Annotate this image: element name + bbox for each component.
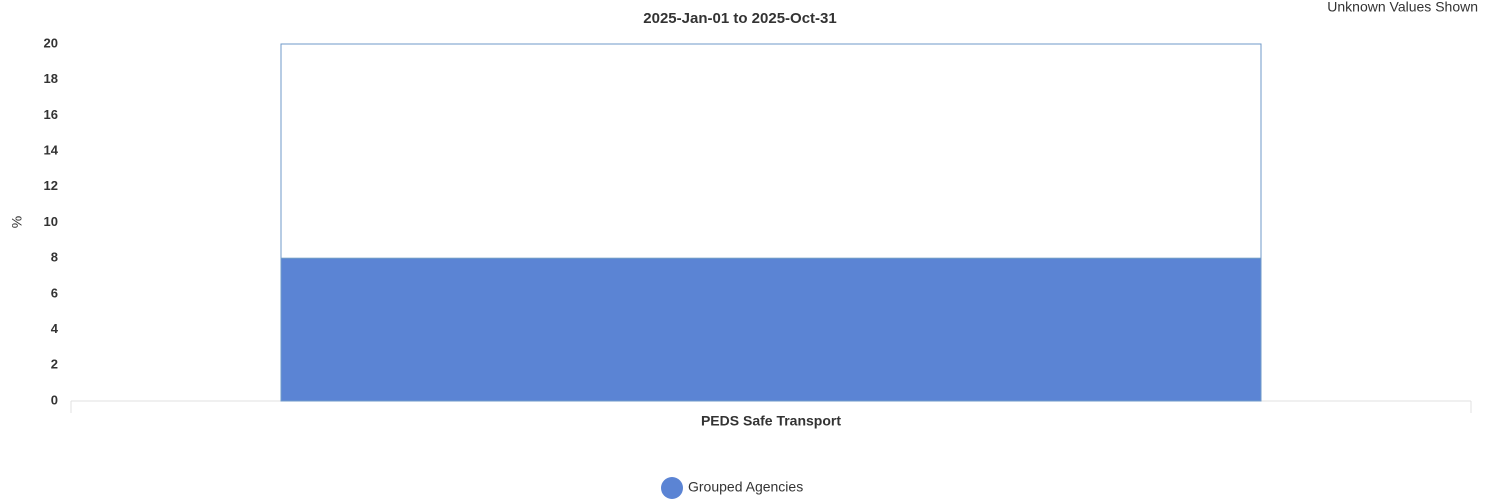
- y-tick-label: 12: [44, 178, 58, 193]
- bar-segment: [280, 43, 1262, 259]
- legend-label: Grouped Agencies: [688, 479, 803, 495]
- y-tick-label: 18: [44, 71, 58, 86]
- y-tick-label: 14: [44, 143, 59, 158]
- y-tick-label: 8: [51, 250, 58, 265]
- y-axis-label: %: [9, 216, 25, 228]
- y-tick-label: 20: [44, 35, 58, 50]
- y-tick-label: 2: [51, 357, 58, 372]
- chart-title: 2025-Jan-01 to 2025-Oct-31: [643, 10, 836, 27]
- annotation: Unknown Values Shown: [1327, 0, 1478, 15]
- x-tick-label: PEDS Safe Transport: [701, 413, 841, 429]
- y-tick-label: 6: [51, 285, 58, 300]
- bar-segment: [280, 257, 1262, 402]
- y-tick-label: 4: [51, 321, 59, 336]
- y-tick-label: 10: [44, 214, 58, 229]
- legend-marker: [661, 477, 683, 499]
- y-tick-label: 16: [44, 107, 58, 122]
- y-tick-label: 0: [51, 392, 58, 407]
